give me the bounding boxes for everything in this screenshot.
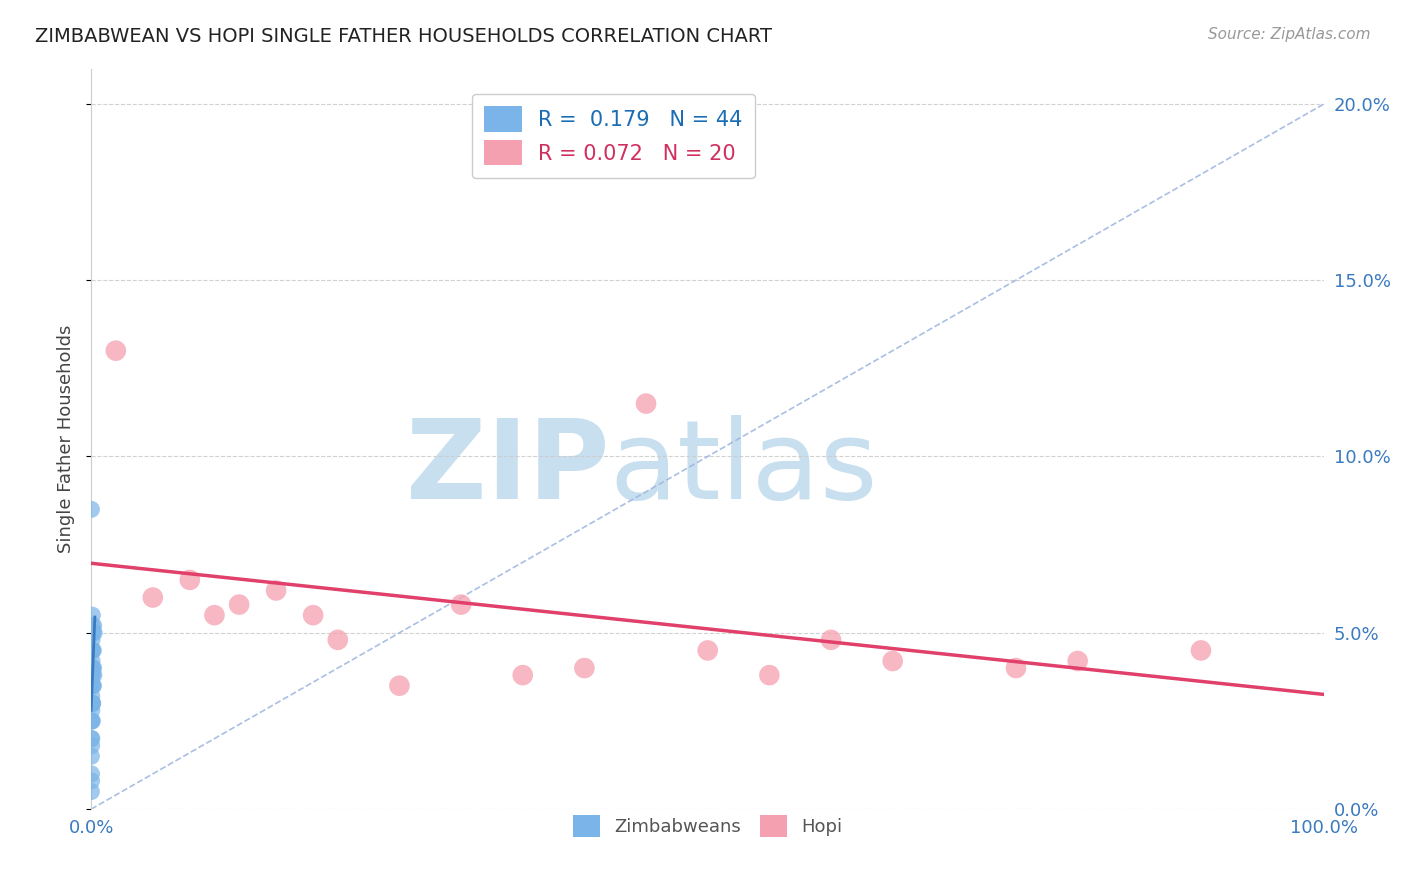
Point xyxy=(82,619,104,633)
Point xyxy=(82,643,104,657)
Point xyxy=(83,619,105,633)
Point xyxy=(758,668,780,682)
Point xyxy=(80,502,103,516)
Point xyxy=(80,679,103,693)
Point xyxy=(820,632,842,647)
Text: Source: ZipAtlas.com: Source: ZipAtlas.com xyxy=(1208,27,1371,42)
Point xyxy=(80,668,103,682)
Point xyxy=(80,668,103,682)
Point xyxy=(574,661,596,675)
Point xyxy=(636,396,658,410)
Point xyxy=(696,643,718,657)
Point xyxy=(82,679,104,693)
Point xyxy=(80,703,103,717)
Point xyxy=(228,598,250,612)
Point xyxy=(80,643,103,657)
Point xyxy=(80,773,103,788)
Text: atlas: atlas xyxy=(609,415,877,522)
Point xyxy=(82,625,104,640)
Point xyxy=(80,749,103,764)
Point xyxy=(80,731,103,746)
Point xyxy=(80,714,103,728)
Point xyxy=(882,654,904,668)
Point xyxy=(80,767,103,781)
Point xyxy=(450,598,472,612)
Point xyxy=(388,679,411,693)
Point xyxy=(82,661,104,675)
Point xyxy=(83,668,105,682)
Point xyxy=(1005,661,1028,675)
Point xyxy=(80,643,103,657)
Point xyxy=(82,679,104,693)
Point xyxy=(104,343,127,358)
Point xyxy=(80,690,103,704)
Point xyxy=(80,696,103,710)
Point xyxy=(179,573,201,587)
Point xyxy=(80,654,103,668)
Point xyxy=(1066,654,1088,668)
Point xyxy=(82,696,104,710)
Point xyxy=(80,679,103,693)
Text: ZIP: ZIP xyxy=(406,415,609,522)
Point xyxy=(80,784,103,798)
Point xyxy=(142,591,165,605)
Point xyxy=(80,696,103,710)
Point xyxy=(80,731,103,746)
Point xyxy=(82,661,104,675)
Point xyxy=(82,679,104,693)
Legend: Zimbabweans, Hopi: Zimbabweans, Hopi xyxy=(567,808,849,845)
Point xyxy=(80,696,103,710)
Point xyxy=(204,608,226,623)
Point xyxy=(82,668,104,682)
Point xyxy=(1189,643,1212,657)
Point xyxy=(512,668,534,682)
Point xyxy=(80,739,103,753)
Point xyxy=(264,583,287,598)
Point xyxy=(82,696,104,710)
Point xyxy=(82,608,104,623)
Point xyxy=(82,643,104,657)
Point xyxy=(80,625,103,640)
Point xyxy=(82,696,104,710)
Text: ZIMBABWEAN VS HOPI SINGLE FATHER HOUSEHOLDS CORRELATION CHART: ZIMBABWEAN VS HOPI SINGLE FATHER HOUSEHO… xyxy=(35,27,772,45)
Point xyxy=(82,714,104,728)
Y-axis label: Single Father Households: Single Father Households xyxy=(58,325,75,553)
Point xyxy=(326,632,349,647)
Point xyxy=(83,661,105,675)
Point xyxy=(82,643,104,657)
Point xyxy=(302,608,325,623)
Point xyxy=(83,625,105,640)
Point xyxy=(80,714,103,728)
Point xyxy=(80,632,103,647)
